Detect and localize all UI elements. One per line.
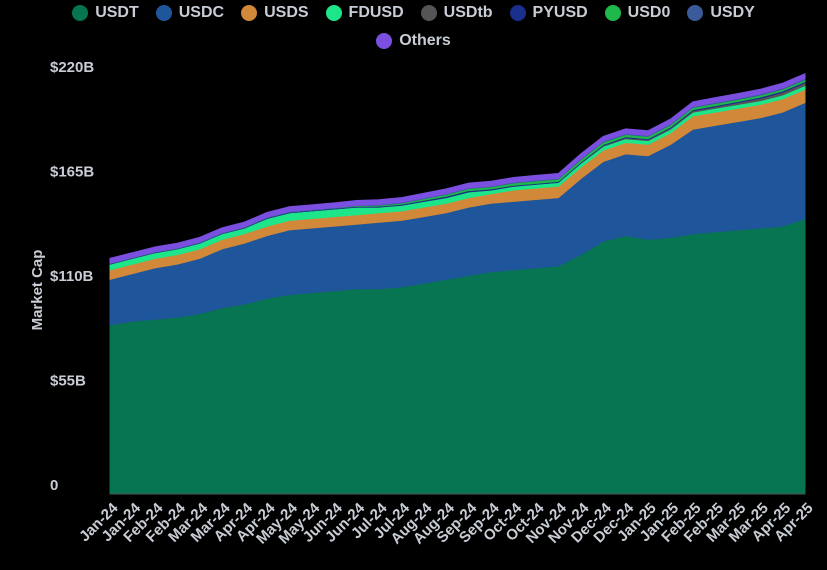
legend-label: PYUSD: [532, 4, 588, 21]
legend-swatch: [376, 33, 393, 49]
legend-item[interactable]: USDC: [155, 2, 225, 24]
legend-item[interactable]: USD0: [604, 2, 671, 24]
legend-swatch: [325, 5, 342, 21]
y-tick-label: 0: [50, 477, 58, 494]
legend-item[interactable]: USDS: [241, 2, 309, 24]
legend-item[interactable]: USDT: [72, 2, 139, 24]
legend-swatch: [241, 5, 258, 21]
legend-label: Others: [399, 32, 451, 49]
y-tick-label: $220B: [50, 59, 94, 76]
legend-swatch: [420, 5, 437, 21]
legend-label: USDS: [264, 4, 309, 21]
legend-label: USD0: [627, 4, 671, 21]
legend-item[interactable]: Others: [376, 30, 451, 52]
legend-row: Others: [376, 30, 451, 52]
legend-swatch: [604, 5, 621, 21]
legend: USDT USDC USDS FDUSD USDtb PYUSD USD0 USDY Other…: [0, 2, 827, 52]
y-axis-label: Market Cap: [29, 250, 46, 331]
legend-label: USDtb: [443, 4, 493, 21]
area: [109, 72, 806, 264]
y-tick-label: $165B: [50, 163, 94, 180]
legend-label: USDT: [95, 4, 139, 21]
y-tick-label: $55B: [50, 372, 86, 389]
legend-swatch: [687, 5, 704, 21]
legend-item[interactable]: USDY: [687, 2, 755, 24]
y-tick-label: $110B: [50, 268, 94, 285]
legend-swatch: [72, 5, 89, 21]
legend-row: USDT USDC USDS FDUSD USDtb PYUSD USD0 USDY: [72, 2, 755, 24]
legend-swatch: [155, 5, 172, 21]
legend-label: USDC: [178, 4, 225, 21]
legend-item[interactable]: FDUSD: [325, 2, 404, 24]
legend-label: FDUSD: [348, 4, 404, 21]
legend-swatch: [509, 5, 526, 21]
legend-item[interactable]: USDtb: [420, 2, 493, 24]
legend-label: USDY: [710, 4, 755, 21]
legend-item[interactable]: PYUSD: [509, 2, 588, 24]
